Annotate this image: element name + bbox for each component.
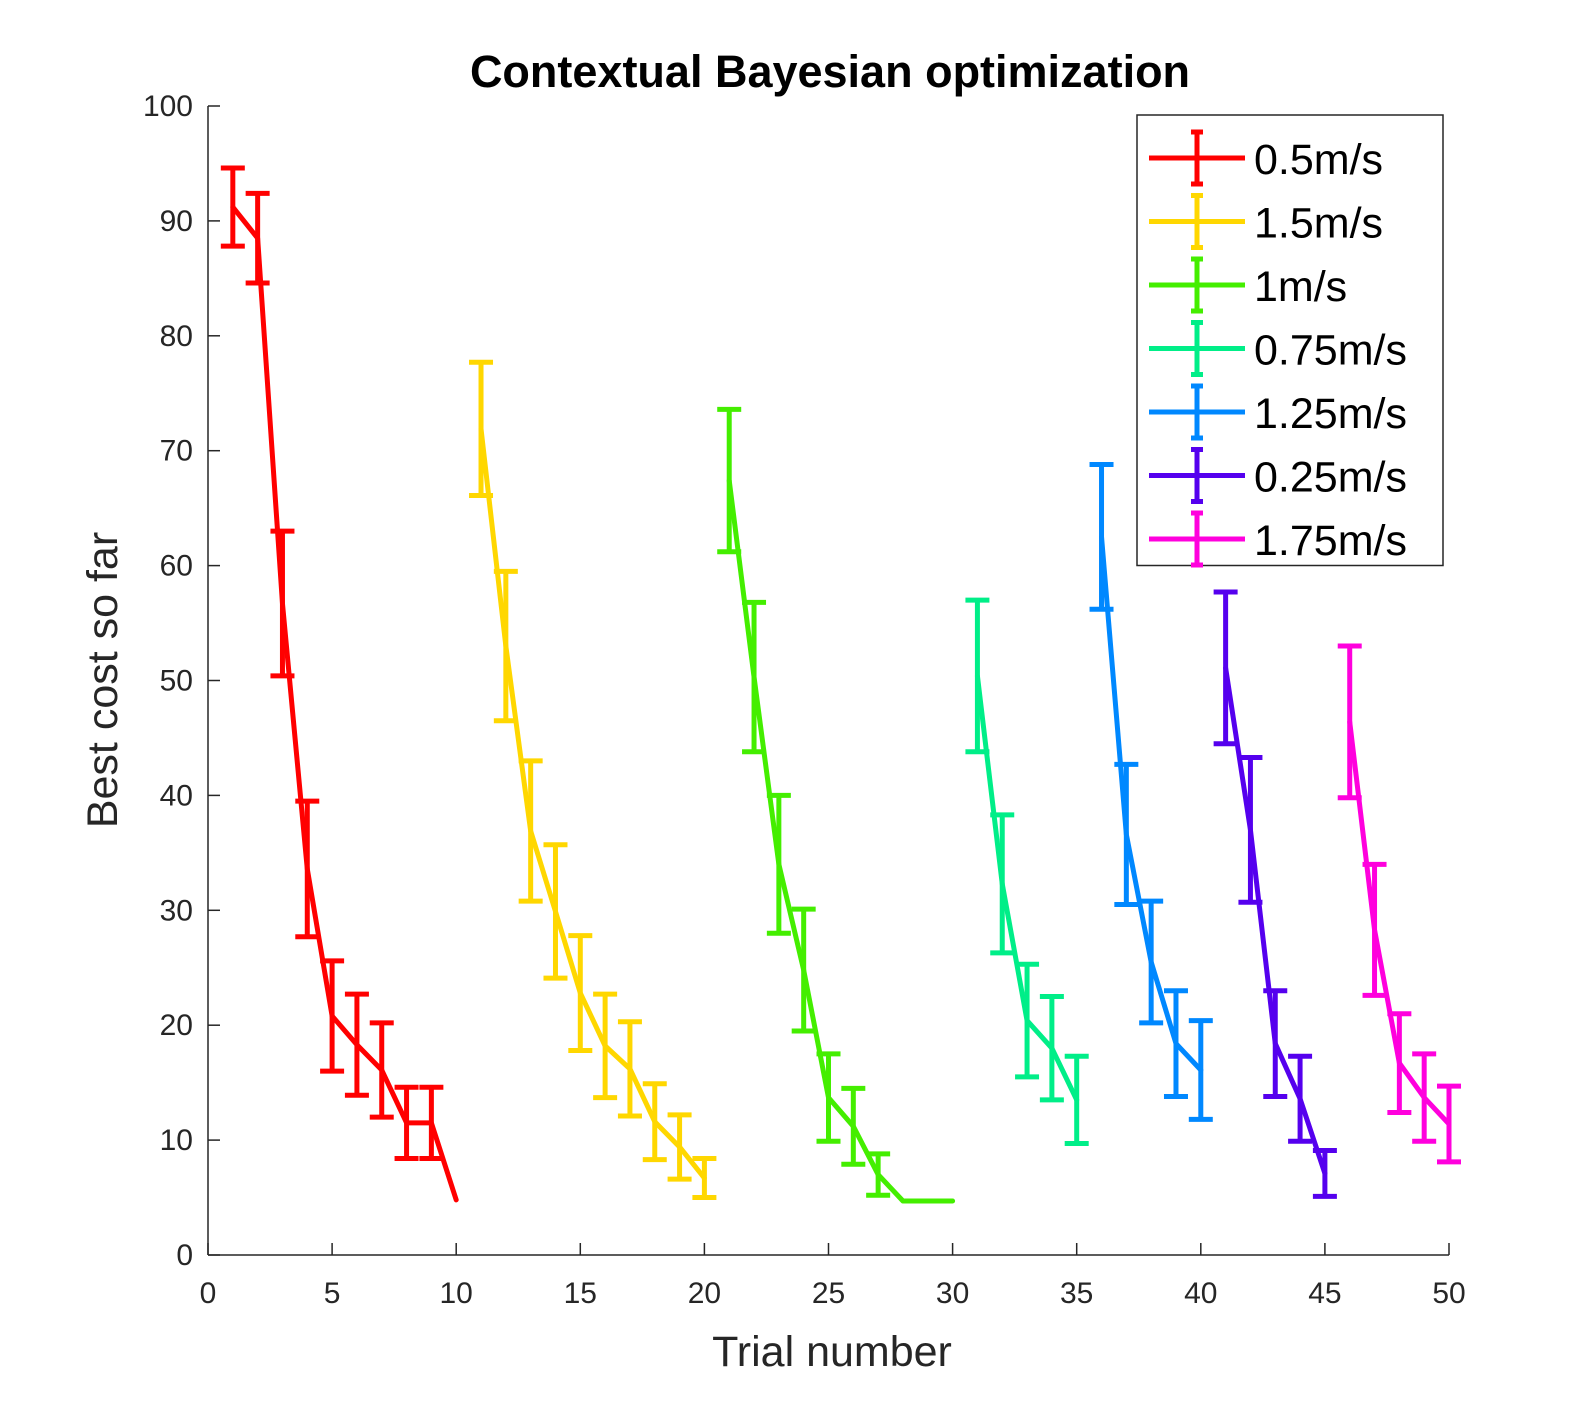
x-tick-label: 30: [936, 1277, 969, 1310]
series-0.75m/s: [965, 597, 1089, 1147]
y-tick-label: 100: [143, 90, 193, 123]
x-tick-label: 20: [688, 1277, 721, 1310]
y-tick-label: 0: [176, 1239, 193, 1272]
legend: 0.5m/s 1.5m/s 1m/s 0.75m/s 1.25m/s 0.25m/s 1.7…: [1136, 114, 1444, 568]
x-tick-label: 40: [1184, 1277, 1217, 1310]
y-tick-label: 50: [160, 665, 193, 698]
series-1.75m/s: [1337, 643, 1461, 1165]
legend-entry: 0.75m/s: [1149, 320, 1407, 377]
x-tick-label: 5: [324, 1277, 341, 1310]
x-tick-label: 35: [1060, 1277, 1093, 1310]
y-tick-label: 60: [160, 550, 193, 583]
chart-title: Contextual Bayesian optimization: [470, 46, 1190, 97]
legend-label: 1.25m/s: [1254, 390, 1407, 438]
series-1m/s: [717, 406, 956, 1204]
legend-label: 0.5m/s: [1254, 136, 1383, 184]
legend-label: 0.25m/s: [1254, 454, 1407, 502]
series-group: [220, 165, 1461, 1204]
series-1.25m/s: [1089, 461, 1213, 1122]
y-tick-label: 30: [160, 894, 193, 927]
legend-entry: 0.5m/s: [1149, 129, 1383, 187]
x-axis-label: Trial number: [712, 1328, 952, 1376]
series-0.25m/s: [1213, 589, 1337, 1199]
legend-box: [1136, 114, 1444, 567]
y-tick-label: 20: [160, 1009, 193, 1042]
series-line: [230, 204, 459, 1203]
series-line: [726, 478, 956, 1204]
x-tick-label: 45: [1308, 1277, 1341, 1310]
x-tick-label: 50: [1432, 1277, 1465, 1310]
x-tick-label: 15: [564, 1277, 597, 1310]
y-tick-label: 40: [160, 779, 193, 812]
legend-entry: 1.5m/s: [1149, 193, 1383, 250]
x-tick-label: 10: [440, 1277, 473, 1310]
series-1.5m/s: [469, 359, 717, 1201]
y-tick-label: 90: [160, 205, 193, 238]
legend-entry: 1.75m/s: [1149, 510, 1407, 568]
legend-label: 1.75m/s: [1254, 517, 1407, 565]
legend-label: 1m/s: [1254, 263, 1347, 311]
legend-entry: 0.25m/s: [1149, 447, 1407, 504]
series-0.5m/s: [220, 165, 459, 1203]
legend-label: 0.75m/s: [1254, 327, 1407, 375]
axes: 0 5 10 15 20 25 30 35 40 45 50 0 10 20 30 40 50 60 70 80 90 1…: [143, 90, 1466, 1310]
y-tick-label: 70: [160, 435, 193, 468]
legend-label: 1.5m/s: [1254, 200, 1383, 248]
x-tick-label: 0: [200, 1277, 217, 1310]
legend-entry: 1.25m/s: [1149, 383, 1407, 441]
y-tick-label: 10: [160, 1124, 193, 1157]
series-line: [478, 426, 707, 1181]
legend-entry: 1m/s: [1149, 256, 1347, 314]
x-tick-label: 25: [812, 1277, 845, 1310]
y-axis-label: Best cost so far: [79, 532, 127, 828]
y-tick-label: 80: [160, 320, 193, 353]
